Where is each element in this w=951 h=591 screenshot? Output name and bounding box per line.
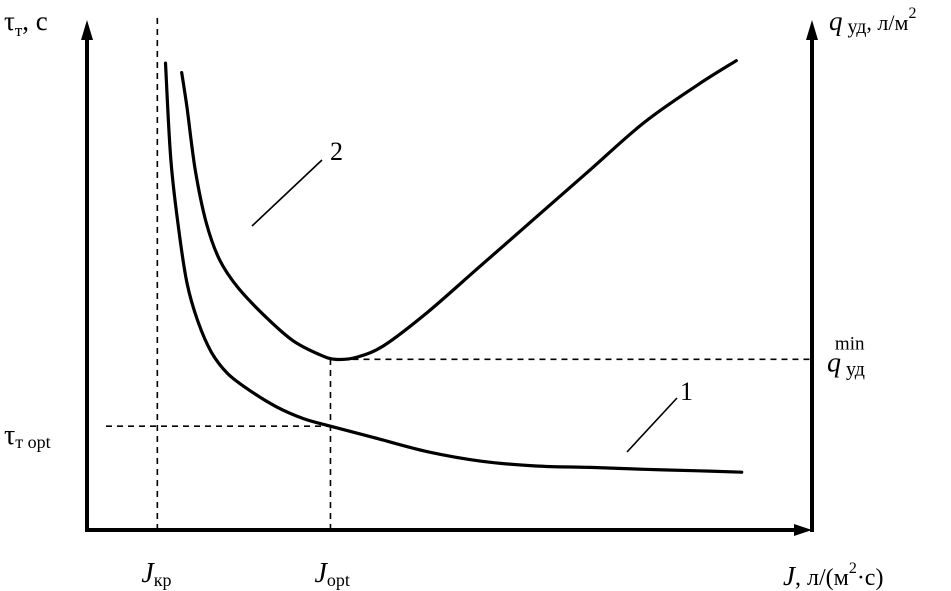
y-right-axis-label: q уд, л/м2 — [829, 5, 916, 38]
x-tick-label-j-kr: Jкр — [141, 558, 171, 590]
leader-2 — [251, 159, 323, 227]
series-line-2 — [180, 59, 738, 362]
x-axis-arrow — [794, 524, 812, 536]
curve-label-2: 2 — [330, 137, 343, 166]
y-right-axis-arrow — [806, 20, 818, 40]
x-tick-label-j-opt: Jopt — [314, 558, 349, 590]
curve-label-1: 1 — [680, 377, 693, 406]
series-line-1 — [163, 61, 744, 474]
x-axis-label: J, л/(м2·с) — [783, 560, 883, 591]
y-left-axis-label: τт, с — [4, 6, 48, 40]
y-right-tick-label-q-min: q удmin — [827, 333, 865, 380]
y-left-tick-label-tau-opt: τт opt — [4, 420, 51, 452]
leader-1 — [626, 397, 678, 453]
y-left-axis-arrow — [81, 20, 93, 40]
